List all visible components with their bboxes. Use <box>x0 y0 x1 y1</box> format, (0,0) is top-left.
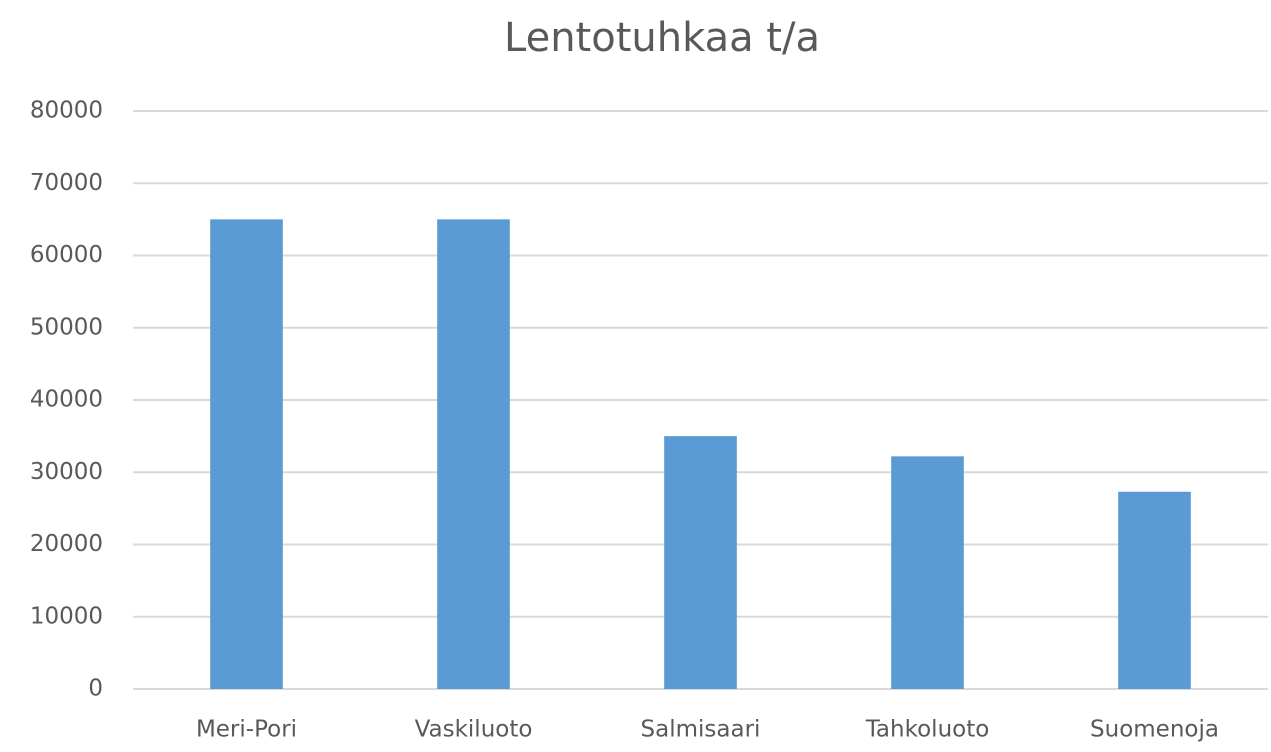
y-tick-label: 30000 <box>30 459 103 485</box>
bar <box>1118 491 1191 689</box>
bar <box>891 456 964 689</box>
bar <box>437 219 510 689</box>
x-tick-label: Salmisaari <box>641 717 761 743</box>
x-tick-label: Vaskiluoto <box>415 717 533 743</box>
bar <box>210 219 283 689</box>
chart-title: Lentotuhkaa t/a <box>504 15 820 61</box>
y-tick-label: 0 <box>88 676 103 702</box>
y-tick-label: 50000 <box>30 314 103 340</box>
y-tick-label: 80000 <box>30 98 103 124</box>
bar <box>664 436 737 689</box>
x-tick-label: Meri-Pori <box>196 717 297 743</box>
x-tick-label: Tahkoluoto <box>865 717 990 743</box>
y-tick-label: 60000 <box>30 242 103 268</box>
y-tick-label: 40000 <box>30 387 103 413</box>
y-tick-label: 20000 <box>30 531 103 557</box>
y-tick-label: 70000 <box>30 170 103 196</box>
x-tick-label: Suomenoja <box>1090 717 1219 743</box>
y-tick-label: 10000 <box>30 603 103 629</box>
